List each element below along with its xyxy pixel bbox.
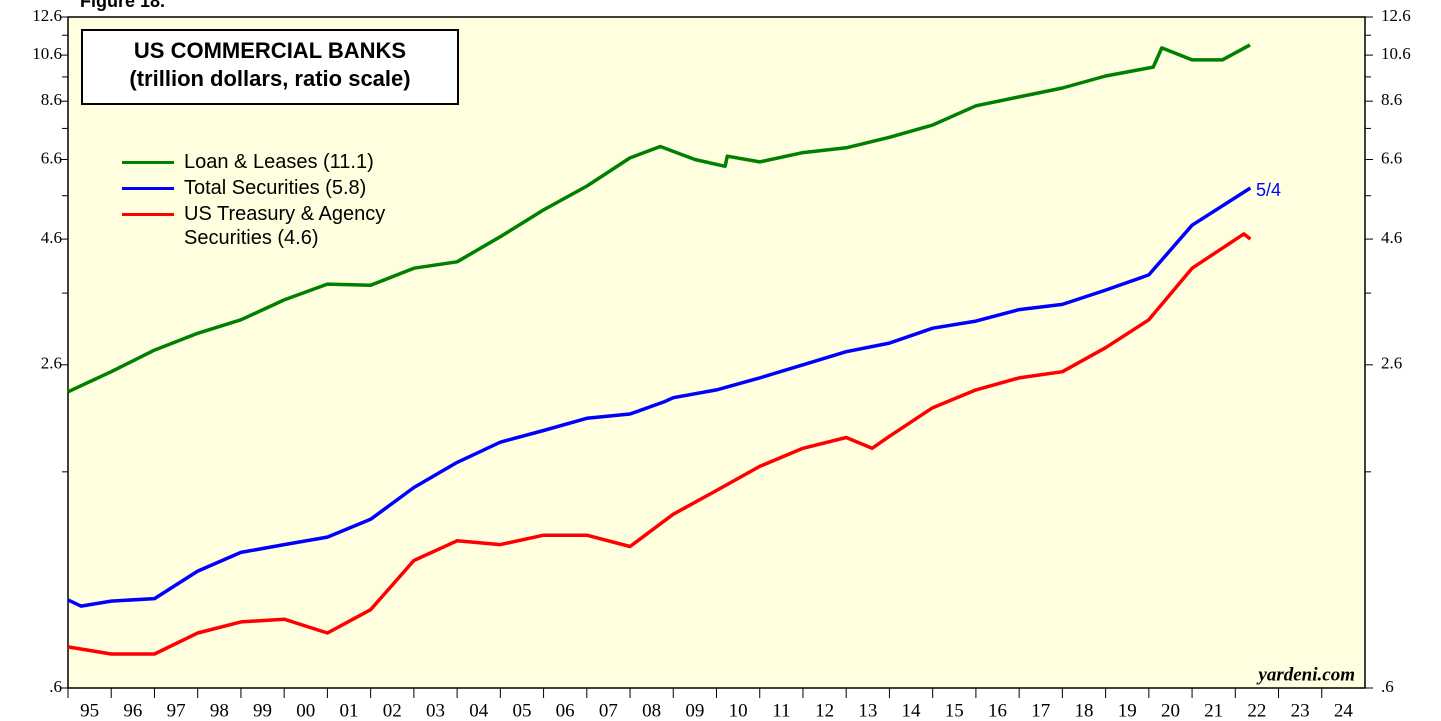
figure-label: Figure 18. (80, 0, 165, 11)
x-tick-label: 12 (815, 700, 834, 721)
y-tick-label: 2.6 (41, 354, 62, 373)
x-tick-label: 17 (1031, 700, 1050, 721)
x-tick-label: 10 (729, 700, 748, 721)
x-tick-label: 06 (556, 700, 575, 721)
source: yardeni.com (1256, 664, 1355, 685)
plot-area (67, 16, 1366, 689)
y2-tick-label: .6 (1381, 677, 1394, 696)
y2-tick-label: 8.6 (1381, 90, 1402, 109)
x-tick-label: 98 (210, 700, 229, 721)
y-tick-label: 8.6 (41, 90, 62, 109)
series-line (67, 232, 1252, 656)
series-line (67, 186, 1252, 608)
chart-subtitle: (trillion dollars, ratio scale) (129, 66, 410, 91)
y2-tick-label: 2.6 (1381, 354, 1402, 373)
x-tick-label: 22 (1247, 700, 1266, 721)
x-tick-label: 13 (858, 700, 877, 721)
y-tick-label: 6.6 (41, 148, 62, 167)
annotation: 5/4 (1256, 180, 1281, 200)
x-tick-label: 07 (599, 700, 618, 721)
legend-label: Loan & Leases (11.1) (184, 151, 374, 173)
x-tick-label: 20 (1161, 700, 1180, 721)
legend-label: Total Securities (5.8) (184, 177, 367, 199)
legend-swatch (122, 213, 174, 216)
x-tick-label: 95 (80, 700, 99, 721)
legend-entry: Loan & Leases (11.1) (122, 150, 434, 174)
y-tick-label: .6 (49, 677, 62, 696)
legend-swatch (122, 161, 174, 164)
y-tick-label: 4.6 (41, 228, 62, 247)
y2-tick-label: 4.6 (1381, 228, 1402, 247)
legend-entry: US Treasury & Agency Securities (4.6) (122, 202, 434, 250)
title-box (81, 29, 459, 105)
x-tick-label: 08 (642, 700, 661, 721)
x-tick-label: 11 (772, 700, 790, 721)
x-tick-label: 16 (988, 700, 1007, 721)
x-tick-label: 14 (902, 700, 922, 721)
x-tick-label: 23 (1291, 700, 1310, 721)
x-tick-label: 01 (340, 700, 359, 721)
y-tick-label: 10.6 (32, 44, 62, 63)
y2-tick-label: 6.6 (1381, 148, 1402, 167)
x-tick-label: 04 (469, 700, 489, 721)
x-tick-label: 97 (167, 700, 186, 721)
x-tick-label: 21 (1204, 700, 1223, 721)
x-tick-label: 02 (383, 700, 402, 721)
legend-entry: Total Securities (5.8) (122, 176, 434, 200)
legend-label: US Treasury & Agency Securities (4.6) (184, 203, 386, 249)
y-tick-label: 12.6 (32, 6, 62, 25)
x-tick-label: 18 (1074, 700, 1093, 721)
x-tick-label: 96 (123, 700, 142, 721)
x-tick-label: 09 (685, 700, 704, 721)
y2-tick-label: 10.6 (1381, 44, 1411, 63)
x-tick-label: 24 (1334, 700, 1354, 721)
x-tick-label: 99 (253, 700, 272, 721)
x-tick-label: 00 (296, 700, 315, 721)
x-tick-label: 05 (512, 700, 531, 721)
chart-title: US COMMERCIAL BANKS (134, 38, 406, 63)
legend: Loan & Leases (11.1) Total Securities (5.… (122, 150, 434, 252)
series-line (67, 43, 1251, 394)
x-tick-label: 15 (945, 700, 964, 721)
x-tick-label: 19 (1118, 700, 1137, 721)
y2-tick-label: 12.6 (1381, 6, 1411, 25)
x-tick-label: 03 (426, 700, 445, 721)
legend-swatch (122, 187, 174, 190)
